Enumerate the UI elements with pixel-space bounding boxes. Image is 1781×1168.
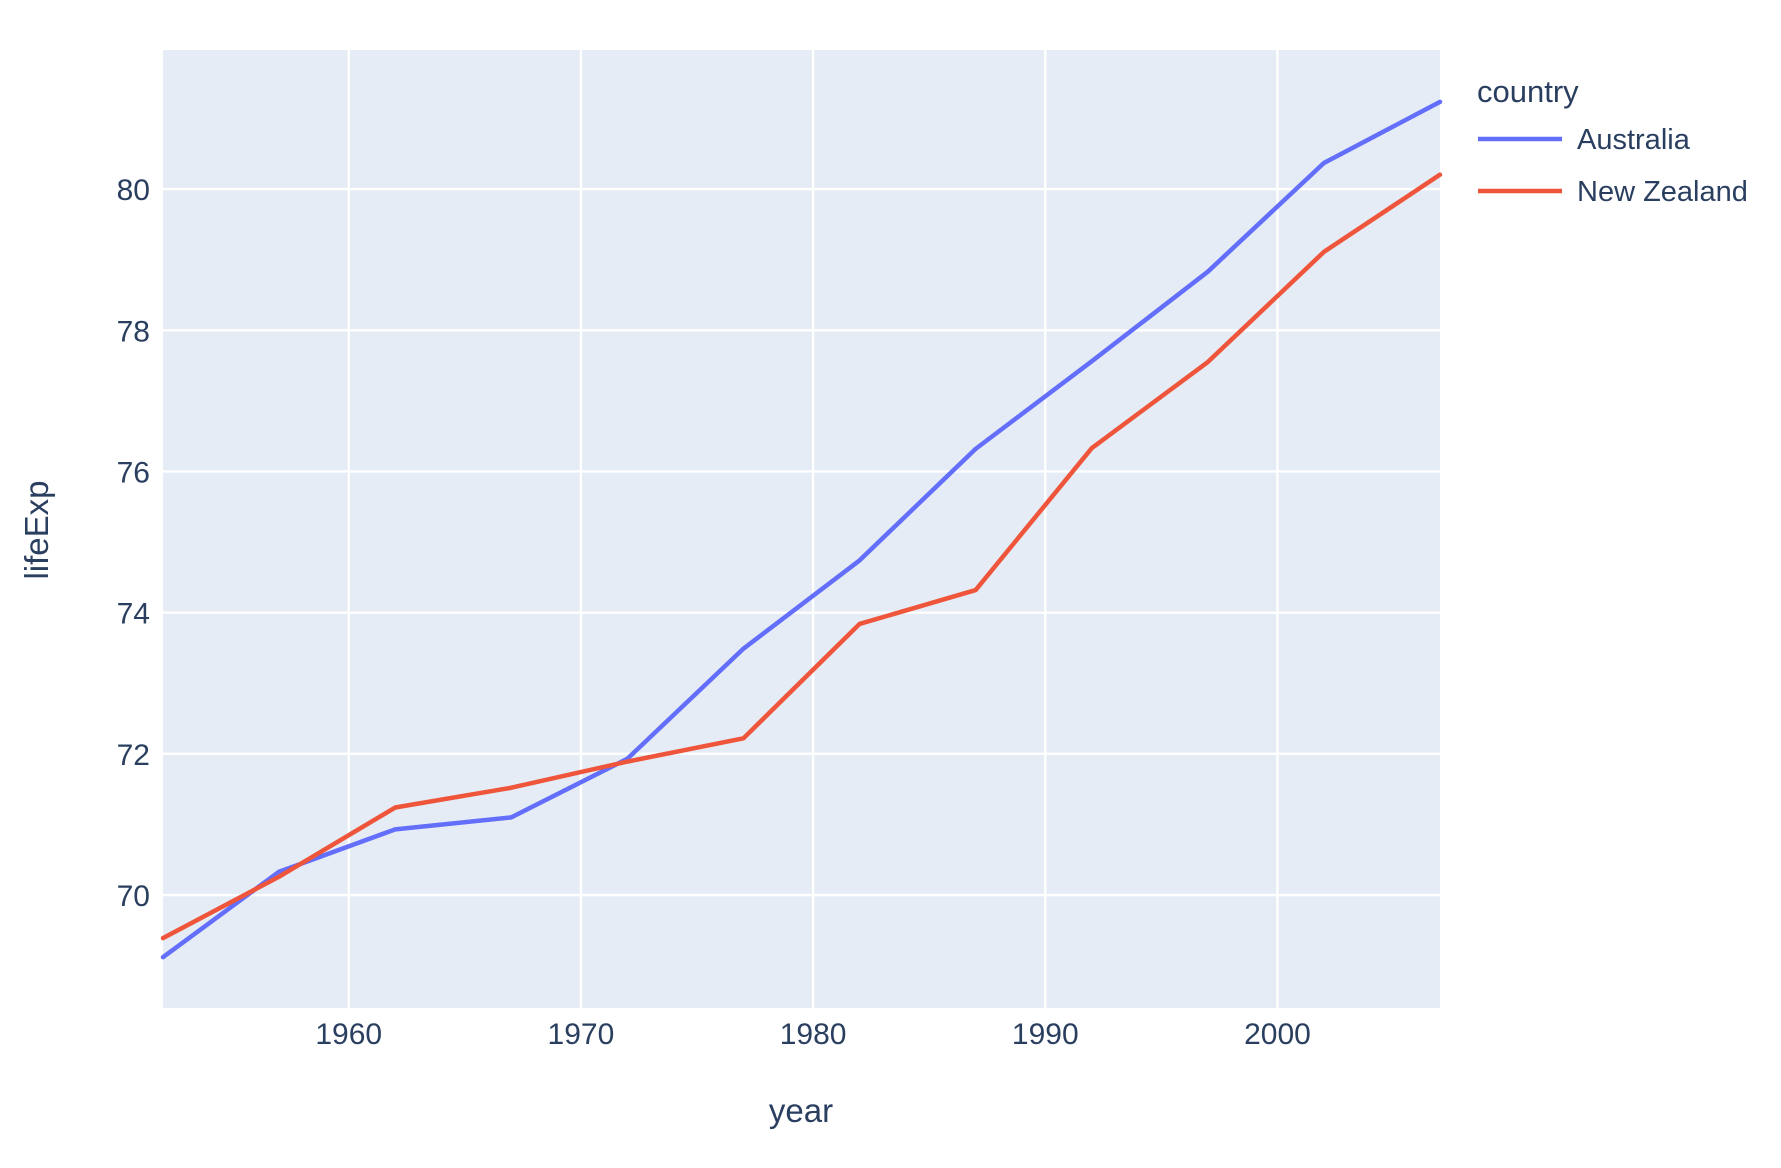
x-tick-label: 1980 xyxy=(780,1018,847,1051)
x-axis-tick-labels: 1960 1970 1980 1990 2000 xyxy=(315,1018,1310,1051)
y-tick-label: 78 xyxy=(117,315,150,348)
x-tick-label: 2000 xyxy=(1244,1018,1311,1051)
y-axis-tick-labels: 70 72 74 76 78 80 xyxy=(117,174,150,913)
legend-item-australia[interactable]: Australia xyxy=(1478,124,1691,156)
y-axis-title: lifeExp xyxy=(18,480,55,579)
legend-item-label: Australia xyxy=(1577,124,1691,156)
legend-title: country xyxy=(1477,74,1579,109)
y-tick-label: 80 xyxy=(117,174,150,207)
y-tick-label: 76 xyxy=(117,456,150,489)
x-axis-title: year xyxy=(769,1092,833,1129)
legend-item-label: New Zealand xyxy=(1577,176,1748,208)
x-tick-label: 1990 xyxy=(1012,1018,1079,1051)
plot-area[interactable] xyxy=(163,50,1440,1008)
legend-item-new-zealand[interactable]: New Zealand xyxy=(1478,176,1748,208)
gridlines xyxy=(163,50,1440,1008)
series-line-australia[interactable] xyxy=(160,99,1443,960)
y-tick-label: 70 xyxy=(117,880,150,913)
series-line-new-zealand[interactable] xyxy=(160,172,1443,941)
series-lines xyxy=(160,99,1443,960)
y-tick-label: 72 xyxy=(117,739,150,772)
legend: Australia New Zealand xyxy=(1478,124,1748,208)
x-tick-label: 1970 xyxy=(548,1018,615,1051)
y-tick-label: 74 xyxy=(117,598,150,631)
x-tick-label: 1960 xyxy=(315,1018,382,1051)
